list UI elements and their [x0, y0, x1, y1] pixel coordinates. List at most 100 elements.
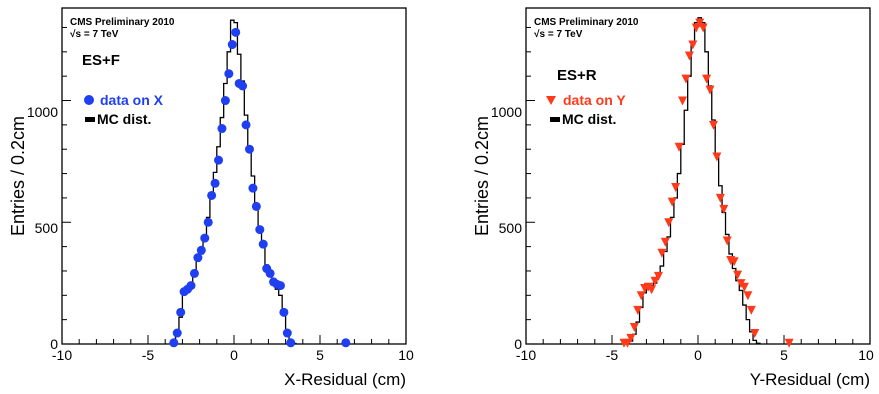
- data-point: [743, 291, 753, 301]
- x-tick-label: 5: [780, 347, 788, 363]
- x-tick-label: 5: [316, 347, 324, 363]
- data-point: [286, 338, 296, 348]
- mc-histogram-line: [625, 17, 761, 344]
- x-axis-title: X-Residual (cm): [284, 370, 406, 389]
- data-point: [784, 338, 794, 348]
- data-point: [217, 124, 227, 134]
- legend-title: ES+R: [557, 67, 597, 84]
- data-point: [207, 190, 217, 200]
- data-point: [186, 281, 196, 291]
- legend-entry-mc: MC dist.: [97, 111, 151, 127]
- data-point: [653, 271, 663, 281]
- data-point: [258, 239, 268, 249]
- data-point: [681, 74, 691, 84]
- y-axis-title: Entries / 0.2cm: [8, 116, 28, 236]
- x-tick-label: -5: [142, 347, 155, 363]
- y-tick-label: 0: [50, 336, 58, 352]
- data-point: [265, 268, 275, 278]
- data-point: [691, 23, 701, 33]
- data-point: [750, 329, 760, 339]
- data-point: [702, 74, 712, 84]
- data-point: [224, 69, 234, 79]
- data-point: [708, 120, 718, 130]
- data-point: [629, 322, 639, 332]
- data-point: [244, 144, 254, 154]
- data-point: [733, 270, 743, 280]
- data-point: [220, 96, 230, 106]
- data-point: [189, 268, 199, 278]
- data-point: [746, 305, 756, 315]
- data-point: [660, 237, 670, 247]
- y-axis-title: Entries / 0.2cm: [472, 116, 492, 236]
- data-point: [238, 81, 248, 91]
- plot-marks: [61, 19, 407, 348]
- data-point: [650, 276, 660, 286]
- data-point: [255, 225, 265, 235]
- data-point: [667, 197, 677, 207]
- y-tick-label: 0: [514, 336, 522, 352]
- data-point: [626, 333, 636, 343]
- data-point: [241, 120, 251, 130]
- data-point: [248, 183, 258, 193]
- legend-entry-mc: MC dist.: [562, 111, 616, 127]
- data-point: [695, 18, 705, 28]
- legend-marker-line: [85, 117, 95, 122]
- energy-label: √s = 7 TeV: [70, 29, 119, 40]
- data-point: [698, 23, 708, 33]
- data-point: [622, 338, 632, 348]
- data-point: [193, 253, 203, 263]
- data-point: [231, 27, 241, 37]
- legend-entry-data: data on Y: [563, 92, 626, 108]
- x-tick-label: -5: [606, 347, 619, 363]
- data-point: [715, 193, 725, 203]
- data-point: [684, 51, 694, 61]
- data-point: [712, 152, 722, 162]
- data-point: [200, 233, 210, 243]
- mc-histogram-line: [171, 19, 297, 345]
- y-tick-label: 1000: [491, 104, 522, 120]
- y-residual-panel: Entries / 0.2cm Y-Residual (cm) -10 -5 0…: [472, 7, 874, 389]
- x-residual-panel: Entries / 0.2cm X-Residual (cm) -10 -5 0…: [8, 7, 414, 389]
- data-point: [282, 328, 292, 338]
- data-point: [203, 217, 213, 227]
- y-tick-label: 1000: [27, 104, 58, 120]
- data-point: [664, 218, 674, 228]
- legend-title: ES+F: [82, 52, 120, 69]
- cms-label: CMS Preliminary 2010: [534, 17, 639, 28]
- legend-marker-line: [550, 117, 560, 122]
- data-point: [636, 291, 646, 301]
- data-point: [341, 338, 351, 348]
- x-axis-title: Y-Residual (cm): [750, 370, 870, 389]
- data-point: [275, 281, 285, 291]
- data-point: [172, 328, 182, 338]
- data-point: [227, 40, 237, 50]
- data-point: [251, 201, 261, 211]
- energy-label: √s = 7 TeV: [534, 29, 583, 40]
- data-point: [210, 178, 220, 188]
- data-point: [671, 182, 681, 192]
- x-tick-label: 0: [230, 347, 238, 363]
- data-point: [647, 285, 657, 295]
- y-tick-label: 500: [35, 220, 59, 236]
- cms-label: CMS Preliminary 2010: [70, 17, 175, 28]
- legend-marker-triangle: [546, 96, 556, 105]
- data-point: [678, 96, 688, 106]
- data-point: [729, 257, 739, 267]
- legend-marker-circle: [84, 95, 94, 105]
- data-point: [196, 245, 206, 255]
- legend-entry-data: data on X: [100, 92, 164, 108]
- data-point: [214, 155, 224, 165]
- data-point: [705, 85, 715, 95]
- data-point: [279, 307, 289, 317]
- data-point: [722, 236, 732, 246]
- x-tick-label: -10: [52, 347, 72, 363]
- data-point: [688, 40, 698, 50]
- data-point: [633, 305, 643, 315]
- plot-frame: [525, 7, 871, 345]
- y-tick-label: 500: [499, 220, 523, 236]
- data-point: [176, 307, 186, 317]
- data-point: [674, 142, 684, 152]
- x-tick-label: 0: [694, 347, 702, 363]
- data-point: [657, 248, 667, 258]
